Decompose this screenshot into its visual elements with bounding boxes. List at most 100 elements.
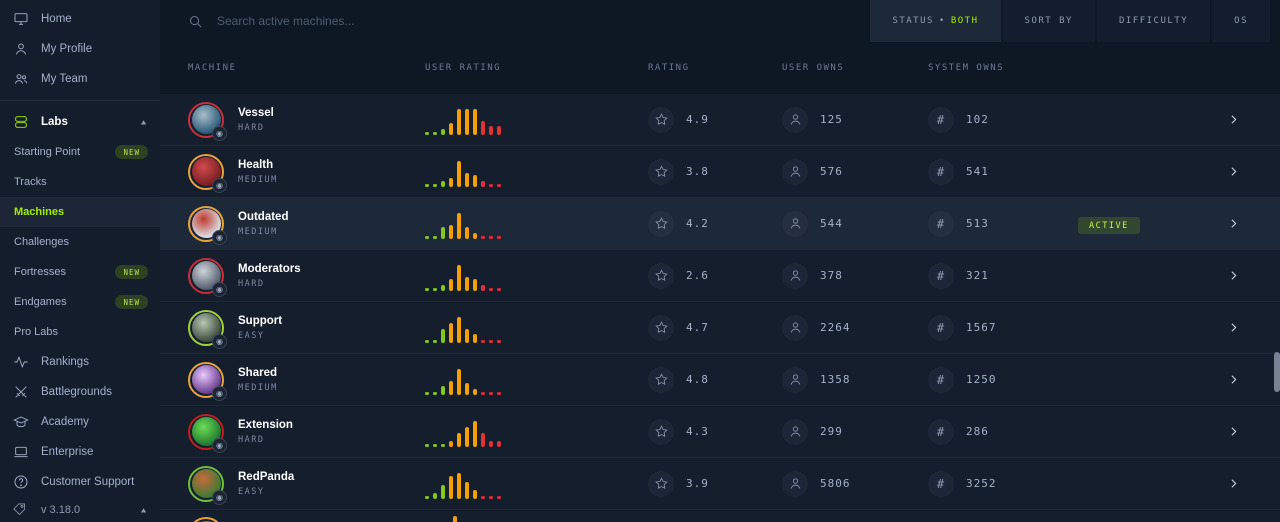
machine-avatar: ◉ bbox=[188, 465, 227, 505]
user-icon bbox=[782, 262, 808, 289]
search-input[interactable] bbox=[217, 14, 517, 28]
new-badge: NEW bbox=[115, 145, 148, 159]
machine-mini-badge-icon: ◉ bbox=[212, 333, 227, 349]
filter-buttons: STATUS • BOTH SORT BY DIFFICULTY OS bbox=[868, 0, 1270, 42]
sort-by-button[interactable]: SORT BY bbox=[1002, 0, 1095, 42]
machine-difficulty: EASY bbox=[238, 330, 265, 341]
sidebar-item-labs[interactable]: Labs ▲ bbox=[0, 107, 160, 137]
machine-row-shared[interactable]: ◉ Shared MEDIUM 4.8 1358 #1250 bbox=[160, 354, 1280, 406]
machine-row-extension[interactable]: ◉ Extension HARD 4.3 299 #286 bbox=[160, 406, 1280, 458]
sidebar-item-tracks[interactable]: Tracks bbox=[0, 167, 160, 197]
user-owns-count: 1358 bbox=[820, 373, 851, 386]
machine-row-moderators[interactable]: ◉ Moderators HARD 2.6 378 #321 bbox=[160, 250, 1280, 302]
sidebar-item-home[interactable]: Home bbox=[0, 4, 160, 34]
hash-icon: # bbox=[928, 470, 954, 497]
row-expand-chevron[interactable] bbox=[1204, 321, 1240, 334]
system-owns-count: 1250 bbox=[966, 373, 997, 386]
sidebar-item-battlegrounds[interactable]: Battlegrounds bbox=[0, 377, 160, 407]
monitor-icon bbox=[12, 11, 29, 28]
machine-row-partial[interactable] bbox=[160, 510, 1280, 522]
machine-difficulty: HARD bbox=[238, 122, 265, 133]
star-icon bbox=[648, 262, 674, 289]
sidebar-item-label: Academy bbox=[41, 416, 89, 428]
sidebar-item-enterprise[interactable]: Enterprise bbox=[0, 437, 160, 467]
sidebar-item-starting-point[interactable]: Starting Point NEW bbox=[0, 137, 160, 167]
machine-name: Vessel bbox=[238, 106, 274, 119]
machine-avatar: ◉ bbox=[188, 257, 227, 297]
machine-difficulty: HARD bbox=[238, 278, 265, 289]
sidebar-item-my-profile[interactable]: My Profile bbox=[0, 34, 160, 64]
sidebar-item-challenges[interactable]: Challenges bbox=[0, 227, 160, 257]
row-expand-chevron[interactable] bbox=[1204, 165, 1240, 178]
status-filter-label: STATUS bbox=[892, 16, 934, 26]
scrollbar-thumb[interactable] bbox=[1274, 352, 1280, 392]
user-icon bbox=[782, 418, 808, 445]
help-icon bbox=[12, 474, 29, 491]
user-rating-histogram bbox=[425, 365, 648, 395]
machine-row-health[interactable]: ◉ Health MEDIUM 3.8 576 #541 bbox=[160, 146, 1280, 198]
machine-name: Outdated bbox=[238, 210, 289, 223]
machine-mini-badge-icon: ◉ bbox=[212, 437, 227, 453]
hash-icon: # bbox=[928, 314, 954, 341]
machine-mini-badge-icon: ◉ bbox=[212, 489, 227, 505]
row-expand-chevron[interactable] bbox=[1204, 425, 1240, 438]
sidebar-version[interactable]: v 3.18.0 ▲ bbox=[0, 497, 160, 522]
system-owns-count: 286 bbox=[966, 425, 989, 438]
users-icon bbox=[12, 71, 29, 88]
difficulty-filter-button[interactable]: DIFFICULTY bbox=[1096, 0, 1211, 42]
star-icon bbox=[648, 106, 674, 133]
machine-row-redpanda[interactable]: ◉ RedPanda EASY 3.9 5806 #3252 bbox=[160, 458, 1280, 510]
sidebar-item-label: My Profile bbox=[41, 43, 93, 55]
sidebar-item-pro-labs[interactable]: Pro Labs bbox=[0, 317, 160, 347]
user-owns-count: 125 bbox=[820, 113, 843, 126]
search-icon bbox=[188, 14, 217, 29]
system-owns-count: 321 bbox=[966, 269, 989, 282]
row-expand-chevron[interactable] bbox=[1204, 217, 1240, 230]
star-icon bbox=[648, 210, 674, 237]
sidebar-item-rankings[interactable]: Rankings bbox=[0, 347, 160, 377]
status-filter-button[interactable]: STATUS • BOTH bbox=[870, 0, 1001, 42]
sidebar-divider bbox=[0, 100, 160, 101]
sidebar-item-academy[interactable]: Academy bbox=[0, 407, 160, 437]
machine-rating: 4.7 bbox=[686, 321, 709, 334]
machine-row-vessel[interactable]: ◉ Vessel HARD 4.9 125 #102 bbox=[160, 94, 1280, 146]
user-owns-count: 299 bbox=[820, 425, 843, 438]
sidebar-item-customer-support[interactable]: Customer Support bbox=[0, 467, 160, 497]
machine-row-support[interactable]: ◉ Support EASY 4.7 2264 #1567 bbox=[160, 302, 1280, 354]
sidebar-item-endgames[interactable]: Endgames NEW bbox=[0, 287, 160, 317]
user-icon bbox=[782, 366, 808, 393]
row-expand-chevron[interactable] bbox=[1204, 269, 1240, 282]
column-header-rating: RATING bbox=[648, 63, 690, 73]
sidebar-item-machines[interactable]: Machines bbox=[0, 197, 160, 227]
system-owns-count: 102 bbox=[966, 113, 989, 126]
user-rating-histogram bbox=[425, 261, 648, 291]
machine-name: Support bbox=[238, 314, 283, 327]
sidebar-item-label: Endgames bbox=[14, 296, 67, 308]
sidebar-item-label: Tracks bbox=[14, 176, 47, 188]
machine-row-outdated[interactable]: ◉ Outdated MEDIUM 4.2 544 #513 ACTIVE bbox=[160, 198, 1280, 250]
star-icon bbox=[648, 314, 674, 341]
machine-mini-badge-icon: ◉ bbox=[212, 177, 227, 193]
academy-icon bbox=[12, 414, 29, 431]
sidebar-item-label: Pro Labs bbox=[14, 326, 59, 338]
topbar: STATUS • BOTH SORT BY DIFFICULTY OS bbox=[160, 0, 1280, 42]
search-bar bbox=[188, 14, 868, 29]
user-rating-histogram bbox=[425, 209, 648, 239]
machine-mini-badge-icon: ◉ bbox=[212, 385, 227, 401]
row-expand-chevron[interactable] bbox=[1204, 113, 1240, 126]
machine-difficulty: MEDIUM bbox=[238, 226, 278, 237]
row-expand-chevron[interactable] bbox=[1204, 477, 1240, 490]
machine-name: Shared bbox=[238, 366, 277, 379]
machine-rating: 3.8 bbox=[686, 165, 709, 178]
machine-mini-badge-icon: ◉ bbox=[212, 125, 227, 141]
machine-difficulty: MEDIUM bbox=[238, 174, 278, 185]
star-icon bbox=[648, 418, 674, 445]
machine-rating: 4.8 bbox=[686, 373, 709, 386]
machine-list: ◉ Vessel HARD 4.9 125 #102 ◉ Health MEDIUM 3.8 576… bbox=[160, 94, 1280, 522]
sidebar-item-fortresses[interactable]: Fortresses NEW bbox=[0, 257, 160, 287]
row-expand-chevron[interactable] bbox=[1204, 373, 1240, 386]
sidebar-item-my-team[interactable]: My Team bbox=[0, 64, 160, 94]
sidebar-item-label: Customer Support bbox=[41, 476, 135, 488]
os-filter-button[interactable]: OS bbox=[1212, 0, 1270, 42]
user-icon bbox=[782, 158, 808, 185]
